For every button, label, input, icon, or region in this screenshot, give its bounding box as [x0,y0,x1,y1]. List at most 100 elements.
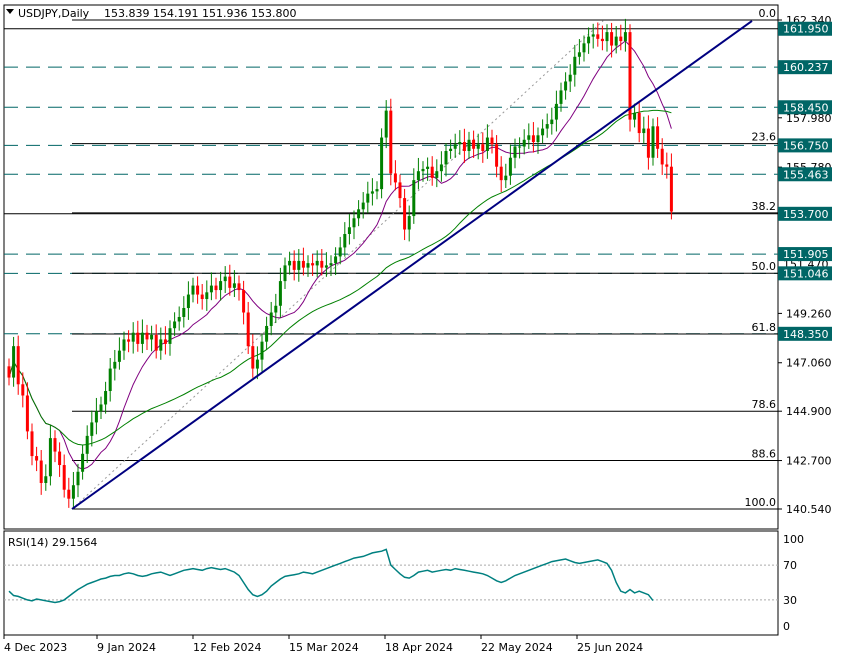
price-axis-label: 147.060 [786,357,832,370]
candle-body [108,368,112,392]
candle-body [393,173,397,183]
time-axis-label: 22 May 2024 [481,641,553,654]
candle-body [25,395,29,432]
candle-body [205,292,209,300]
candle-body [255,359,259,369]
time-axis-label: 18 Apr 2024 [385,641,453,654]
candle-body [444,150,448,165]
candle-body [467,139,471,151]
fibonacci-level-label: 78.6 [752,398,777,411]
menu-arrow-icon[interactable] [6,9,14,14]
candle-body [439,164,443,172]
candle-body [311,263,315,266]
candle-body [476,144,480,149]
candle-body [545,124,549,129]
candle-body [577,52,581,57]
candle-body [416,171,420,181]
price-level-tag [778,60,832,75]
fibonacci-level-label: 23.6 [752,131,777,144]
fibonacci-level-label: 38.2 [752,200,777,213]
candle-body [384,110,388,138]
candle-body [21,384,25,396]
candle-body [564,81,568,91]
price-level-label: 151.046 [783,267,829,280]
candle-body [366,193,370,203]
candle-body [665,164,669,167]
candle-body [343,233,347,248]
candle-body [48,438,52,477]
candle-body [669,166,673,212]
price-level-label: 156.750 [783,139,829,152]
ohlc-values: 153.839 154.191 151.936 153.800 [104,7,296,20]
rsi-axis-label: 30 [783,594,797,607]
price-level-tag [778,247,832,262]
fibonacci-level-label: 88.6 [752,448,777,461]
price-axis-label: 140.540 [786,503,832,516]
candle-body [35,456,39,461]
candle-body [154,334,158,351]
candle-body [522,139,526,147]
candle-body [122,339,126,351]
candle-body [338,247,342,257]
candle-body [320,260,324,268]
candle-body [182,308,186,317]
candle-body [186,294,190,309]
candle-body [536,135,540,143]
candle-body [223,276,227,282]
candle-body [623,32,627,42]
candle-body [352,218,356,228]
candle-body [251,346,255,369]
candle-body [177,316,181,322]
candle-body [334,256,338,264]
fibonacci-level-label: 50.0 [752,260,777,273]
time-axis-label: 12 Feb 2024 [193,641,261,654]
candle-body [513,146,517,158]
rsi-panel-frame [3,530,779,636]
candle-body [85,435,89,454]
candle-body [246,312,250,347]
price-level-label: 153.700 [783,208,829,221]
price-level-tag [778,100,832,115]
rsi-label: RSI(14) 29.1564 [8,536,97,549]
candle-body [173,321,177,329]
candle-body [81,453,85,472]
candle-body [605,32,609,42]
candle-body [430,166,434,178]
candle-body [278,281,282,306]
fibonacci-level-label: 0.0 [759,7,777,20]
candle-body [472,139,476,149]
candle-body [44,476,48,483]
candle-body [619,36,623,42]
candle-body [485,137,489,151]
candle-body [554,103,558,120]
candle-body [587,36,591,44]
candle-body [651,126,655,158]
rsi-axis-label: 70 [783,559,797,572]
candle-body [435,171,439,178]
candle-body [274,305,278,313]
candle-body [573,56,577,75]
price-level-label: 151.905 [783,248,829,261]
candle-body [288,260,292,266]
candle-body [228,276,232,288]
candle-body [596,34,600,39]
price-level-label: 148.350 [783,328,829,341]
candle-body [292,260,296,270]
candle-body [150,334,154,340]
candle-body [398,182,402,199]
candle-body [283,265,287,282]
candle-body [219,281,223,291]
time-axis-label: 15 Mar 2024 [289,641,359,654]
candle-body [426,166,430,169]
candle-body [62,465,66,490]
candle-body [209,285,213,293]
candle-body [7,366,11,378]
price-level-tag [778,266,832,281]
price-axis-label: 157.980 [786,112,832,125]
candle-body [550,119,554,125]
price-axis-label: 149.260 [786,307,832,320]
price-level-tag [778,138,832,153]
candle-body [12,346,16,378]
